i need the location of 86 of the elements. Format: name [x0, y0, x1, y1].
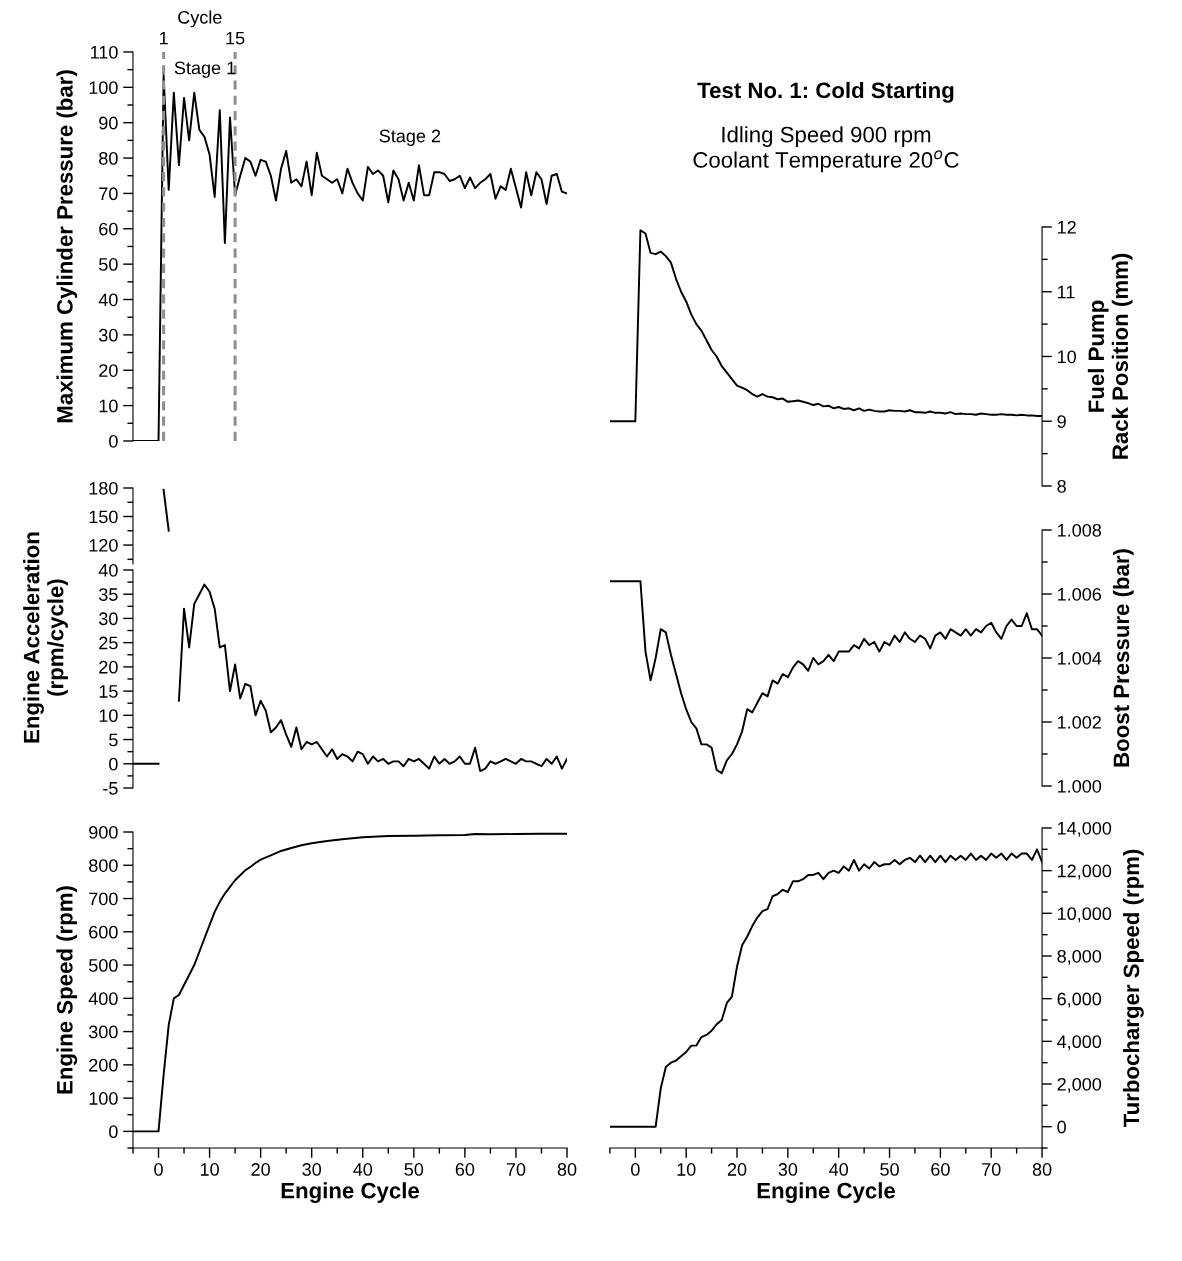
x-tick-label: 0	[631, 1163, 640, 1176]
y-axis-title: Turbocharger Speed (rpm)	[1122, 849, 1144, 1128]
x-tick-label: 0	[154, 1163, 163, 1176]
x-tick-label: 20	[251, 1163, 270, 1176]
x-axis-title: Engine Cycle	[757, 1182, 895, 1204]
y-tick-label: 200	[89, 1058, 118, 1072]
x-tick-label: 70	[506, 1163, 526, 1176]
y-axis-title: Fuel Pump Rack Position (mm)	[1087, 253, 1133, 459]
x-tick-label: 50	[880, 1163, 899, 1176]
y-tick-label: 40	[98, 563, 118, 577]
y-tick-label: 90	[99, 116, 118, 130]
x-tick-label: 30	[302, 1163, 322, 1176]
y-tick-label: 1.006	[1058, 587, 1102, 601]
y-tick-label: 700	[89, 892, 118, 906]
y-tick-label: 1.004	[1058, 651, 1102, 665]
y-tick-label: -5	[103, 782, 118, 795]
chart-subtitle: Idling Speed 900 rpm Coolant Temperature 20$^{o}$C	[693, 126, 959, 173]
y-tick-label: 10,000	[1058, 907, 1112, 923]
y-tick-label: 50	[99, 258, 118, 271]
x-tick-label: 40	[353, 1163, 373, 1176]
y-tick-label: 6,000	[1057, 992, 1102, 1008]
y-tick-label: 60	[99, 222, 118, 236]
y-tick-label: 0	[109, 434, 118, 448]
y-tick-label: 800	[89, 859, 118, 872]
y-tick-label: 400	[88, 992, 118, 1006]
y-tick-label: 10	[99, 399, 118, 413]
x-tick-label: 30	[778, 1163, 798, 1176]
chart-title: Test No. 1: Cold Starting	[697, 81, 954, 103]
y-tick-label: 12,000	[1058, 864, 1112, 880]
y-tick-label: 20	[99, 364, 118, 377]
y-tick-label: 4,000	[1057, 1035, 1102, 1051]
y-tick-label: 25	[99, 636, 118, 650]
x-axis-title: Engine Cycle	[281, 1182, 420, 1204]
y-tick-label: 300	[88, 1025, 118, 1039]
y-tick-label: 11	[1058, 285, 1075, 299]
y-tick-label: 900	[89, 825, 118, 839]
y-tick-label: 9	[1057, 415, 1066, 428]
annotation: Stage 1	[174, 61, 236, 78]
x-tick-label: 10	[200, 1163, 219, 1176]
y-tick-label: 150	[89, 510, 118, 524]
y-tick-label: 5	[109, 733, 118, 747]
y-tick-label: 500	[88, 959, 118, 972]
y-tick-label: 1.002	[1058, 715, 1101, 729]
y-axis-title: Boost Pressure (bar)	[1112, 549, 1134, 767]
y-tick-label: 0	[109, 757, 118, 771]
x-tick-label: 70	[982, 1163, 1001, 1176]
y-tick-label: 8,000	[1057, 949, 1102, 965]
y-tick-label: 0	[109, 1125, 118, 1139]
x-tick-label: 60	[455, 1163, 475, 1176]
y-tick-label: 1.000	[1058, 779, 1102, 793]
text: Cycle	[178, 10, 222, 28]
y-tick-label: 100	[89, 81, 118, 95]
y-axis-title: Engine Acceleration (rpm/cycle)	[23, 532, 68, 743]
x-tick-label: 80	[557, 1163, 577, 1176]
y-tick-label: 20	[99, 660, 118, 674]
x-tick-label: 40	[829, 1163, 849, 1176]
x-tick-label: 50	[404, 1163, 424, 1176]
y-tick-label: 70	[99, 187, 118, 201]
y-tick-label: 35	[99, 588, 118, 601]
x-tick-label: 80	[1032, 1163, 1052, 1176]
x-tick-label: 60	[931, 1163, 950, 1176]
y-tick-label: 40	[98, 293, 118, 307]
y-tick-label: 15	[99, 685, 118, 698]
ref-line-label: 1	[159, 31, 168, 45]
y-tick-label: 30	[99, 612, 118, 626]
y-tick-label: 600	[89, 925, 118, 939]
y-tick-label: 110	[90, 45, 118, 59]
y-tick-label: 1.008	[1058, 523, 1102, 537]
annotation: Stage 2	[379, 129, 441, 146]
y-tick-label: 10	[99, 709, 118, 723]
y-tick-label: 2,000	[1057, 1077, 1102, 1093]
y-tick-label: 8	[1057, 479, 1066, 493]
x-tick-label: 20	[727, 1163, 747, 1176]
y-tick-label: 180	[89, 481, 118, 495]
y-axis-title: Engine Speed (rpm)	[56, 886, 78, 1094]
y-tick-label: 30	[99, 328, 118, 342]
y-tick-label: 12	[1058, 220, 1076, 234]
x-tick-label: 10	[677, 1163, 696, 1176]
y-axis-title: Maximum Cylinder Pressure (bar)	[56, 70, 78, 423]
y-tick-label: 80	[99, 151, 118, 165]
y-tick-label: 120	[89, 538, 118, 552]
ref-line-label: 15	[226, 31, 245, 45]
y-tick-label: 10	[1058, 350, 1077, 364]
y-tick-label: 100	[89, 1092, 118, 1105]
y-tick-label: 14,000	[1058, 821, 1112, 837]
y-tick-label: 0	[1057, 1120, 1066, 1134]
